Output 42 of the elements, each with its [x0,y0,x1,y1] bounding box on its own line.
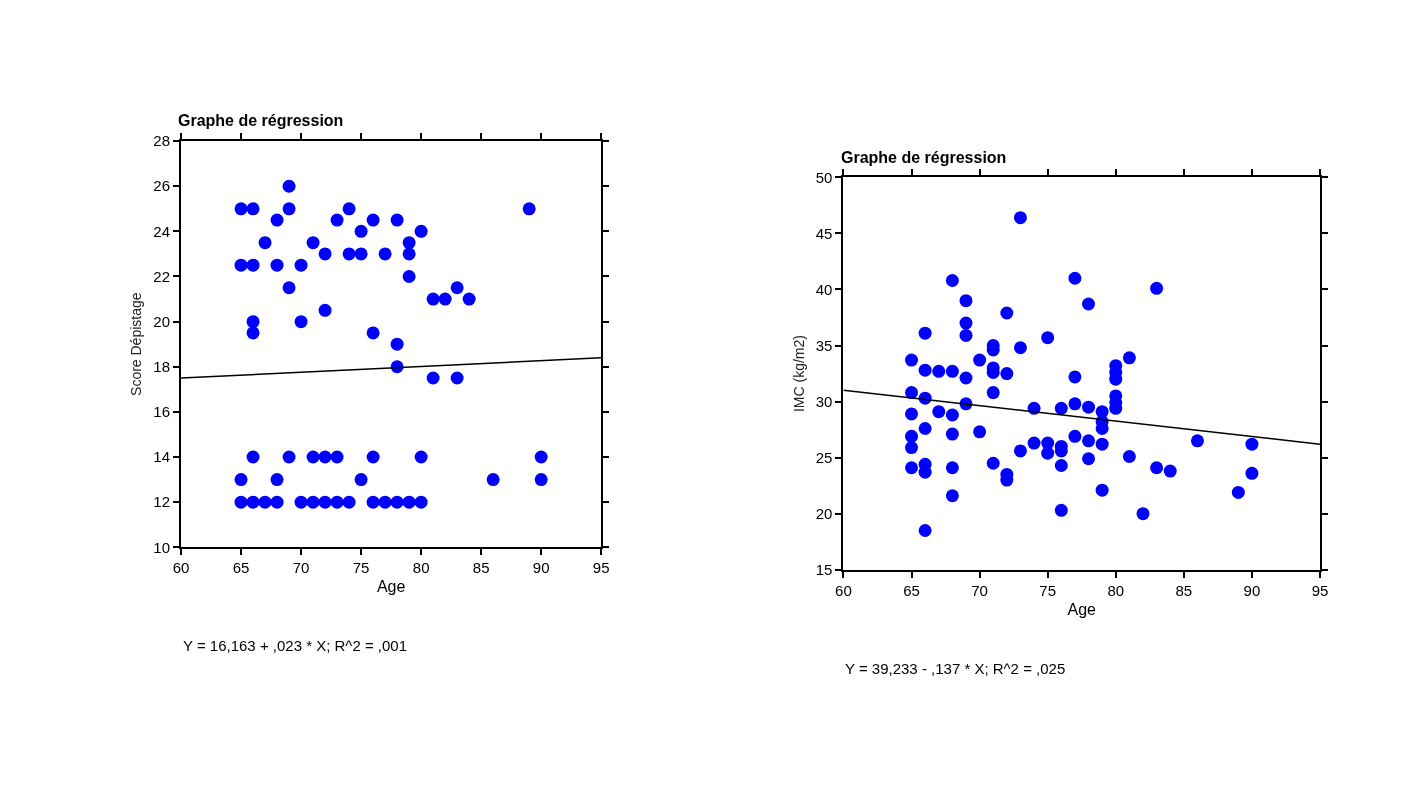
x-tick-label: 75 [352,559,370,577]
x-tick-label: 90 [532,559,550,577]
y-tick-label: 50 [815,168,833,186]
x-tick-label: 80 [1107,581,1125,599]
x-tick-label: 85 [1175,581,1193,599]
y-tick-label: 24 [153,222,171,240]
x-tick-label: 60 [172,559,190,577]
x-axis-title: Age [1067,600,1097,618]
y-tick-label: 40 [815,280,833,298]
x-tick-label: 70 [292,559,310,577]
y-tick-label: 20 [153,312,171,330]
x-tick-label: 60 [835,581,852,599]
y-tick-label: 12 [153,493,171,511]
chart-title: Graphe de régression [841,149,1007,166]
x-tick-label: 95 [592,559,610,577]
x-tick-label: 95 [1311,581,1329,599]
y-tick-label: 14 [153,448,171,466]
x-tick-label: 75 [1039,581,1057,599]
y-tick-label: 22 [153,267,171,285]
y-tick-label: 16 [153,403,171,421]
y-tick-label: 26 [153,177,171,195]
y-tick-label: 18 [153,358,171,375]
y-tick-label: 20 [815,504,833,522]
y-tick-label: 35 [815,336,833,354]
x-tick-label: 65 [232,559,250,577]
y-tick-label: 25 [815,448,833,466]
y-tick-label: 15 [815,561,833,579]
x-tick-label: 70 [971,581,988,599]
y-tick-label: 30 [815,392,833,410]
y-axis-title: IMC (kg/m2) [790,335,807,413]
x-axis-title: Age [376,578,406,596]
x-tick-label: 80 [412,559,430,577]
x-tick-label: 65 [903,581,920,599]
chart-title: Graphe de régression [178,112,344,129]
y-axis-title: Score Dépistage [128,292,145,396]
y-tick-label: 10 [153,538,171,556]
x-tick-label: 85 [472,559,490,577]
text: Y = 16,163 + ,023 * X; R^2 = ,001 [183,637,408,654]
text: Y = 39,233 - ,137 * X; R^2 = ,025 [845,660,1066,677]
x-tick-label: 90 [1243,581,1261,599]
y-tick-label: 28 [153,132,171,150]
y-tick-label: 45 [815,224,833,242]
